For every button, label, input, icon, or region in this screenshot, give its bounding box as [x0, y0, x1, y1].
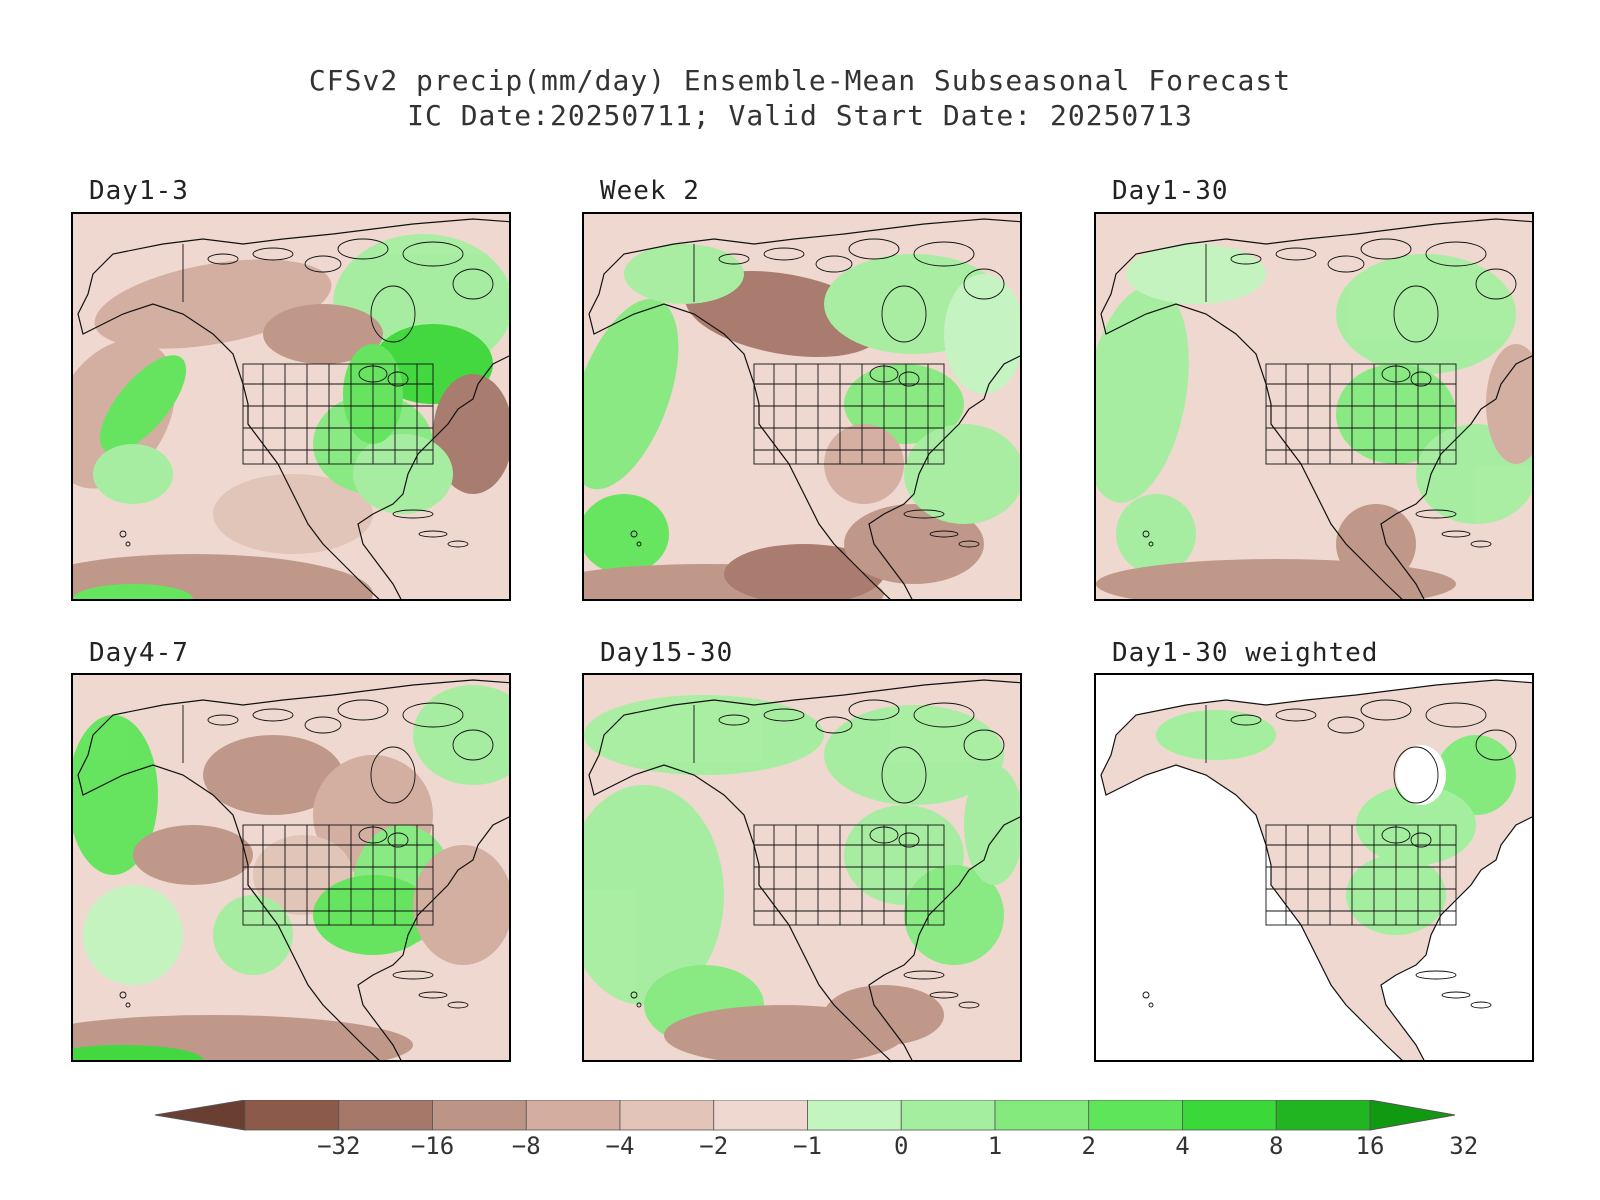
- map-svg: [584, 675, 1020, 1060]
- colorbar-tick-label: −1: [793, 1132, 822, 1160]
- map-day1-30: [1094, 212, 1534, 601]
- chart-subtitle: IC Date:20250711; Valid Start Date: 2025…: [407, 99, 1193, 132]
- colorbar-tick-label: −4: [605, 1132, 635, 1160]
- map-day1-3: [71, 212, 511, 601]
- colorbar-swatch: [338, 1100, 433, 1131]
- panel-label-day4-7: Day4-7: [89, 638, 189, 668]
- chart-title: CFSv2 precip(mm/day) Ensemble-Mean Subse…: [308, 64, 1292, 97]
- colorbar-tick-label: 16: [1355, 1132, 1385, 1160]
- colorbar-swatch: [713, 1100, 808, 1131]
- colorbar-tick-label: 32: [1449, 1132, 1479, 1160]
- colorbar-arrow-right: [1369, 1100, 1456, 1131]
- map-day15-30: [582, 673, 1022, 1062]
- colorbar-swatch: [900, 1100, 996, 1131]
- panel-label-day1-30-weighted: Day1-30 weighted: [1112, 638, 1379, 668]
- map-svg: [584, 214, 1020, 599]
- colorbar-tick-label: −32: [317, 1132, 361, 1160]
- colorbar-swatch: [1088, 1100, 1183, 1131]
- map-week2: [582, 212, 1022, 601]
- map-svg: [73, 675, 509, 1060]
- colorbar-tick-label: −2: [699, 1132, 729, 1160]
- colorbar-tick-label: −8: [511, 1132, 541, 1160]
- colorbar-tick-label: −16: [410, 1132, 455, 1160]
- colorbar-swatch: [1275, 1100, 1371, 1131]
- colorbar-swatch: [994, 1100, 1090, 1131]
- colorbar-arrow-left: [154, 1100, 246, 1131]
- colorbar-tick-label: 0: [894, 1132, 909, 1160]
- colorbar-tick-label: 4: [1175, 1132, 1190, 1160]
- colorbar: [154, 1100, 1456, 1131]
- colorbar-swatch: [807, 1100, 902, 1131]
- panel-label-day1-3: Day1-3: [89, 176, 189, 206]
- colorbar-swatch: [1182, 1100, 1277, 1131]
- panel-label-day15-30: Day15-30: [600, 638, 734, 668]
- map-svg: [1096, 214, 1532, 599]
- colorbar-tick-label: 2: [1081, 1132, 1096, 1160]
- map-svg: [1096, 675, 1532, 1060]
- colorbar-tick-label: 8: [1269, 1132, 1284, 1160]
- panel-label-day1-30: Day1-30: [1112, 176, 1229, 206]
- colorbar-swatch: [244, 1100, 340, 1131]
- map-svg: [73, 214, 509, 599]
- colorbar-swatch: [619, 1100, 715, 1131]
- colorbar-swatch: [432, 1100, 527, 1131]
- map-day4-7: [71, 673, 511, 1062]
- map-day1-30-weighted: [1094, 673, 1534, 1062]
- colorbar-tick-label: 1: [987, 1132, 1003, 1160]
- colorbar-swatch: [525, 1100, 621, 1131]
- panel-label-week2: Week 2: [600, 176, 700, 206]
